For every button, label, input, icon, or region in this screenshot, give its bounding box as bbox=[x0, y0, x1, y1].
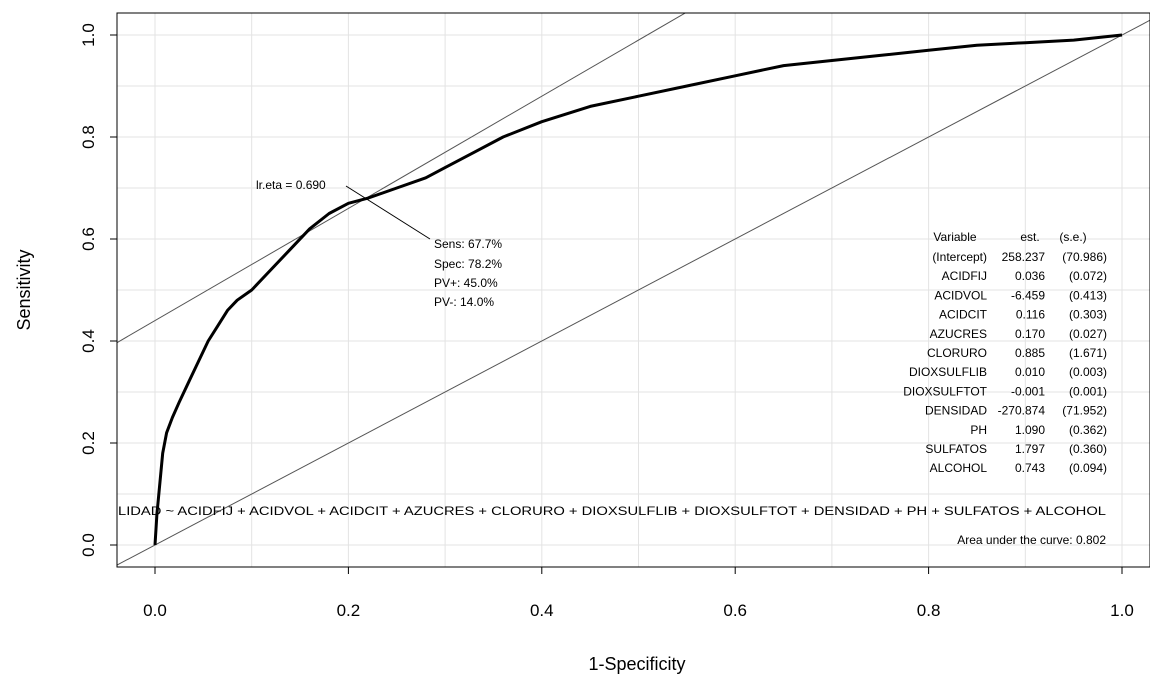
table-header-se: (s.e.) bbox=[1059, 230, 1086, 244]
table-header-variable: Variable bbox=[933, 230, 976, 244]
table-cell-se: (1.671) bbox=[1069, 346, 1107, 360]
table-cell-variable: AZUCRES bbox=[930, 327, 987, 341]
table-cell-se: (0.072) bbox=[1069, 269, 1107, 283]
table-cell-est: 0.116 bbox=[1016, 308, 1045, 322]
table-cell-est: -0.001 bbox=[1011, 384, 1045, 398]
table-cell-est: 1.797 bbox=[1015, 442, 1045, 456]
stat-ppv: PV+: 45.0% bbox=[434, 276, 498, 290]
table-cell-se: (0.001) bbox=[1069, 384, 1107, 398]
table-cell-est: 0.885 bbox=[1015, 346, 1045, 360]
table-cell-est: 0.036 bbox=[1015, 269, 1045, 283]
x-axis: 0.0 0.2 0.4 0.6 0.8 1.0 bbox=[143, 567, 1134, 620]
table-cell-variable: ACIDVOL bbox=[934, 288, 987, 302]
table-cell-variable: ACIDFIJ bbox=[942, 269, 987, 283]
table-cell-est: 258.237 bbox=[1002, 250, 1046, 264]
table-cell-est: 0.010 bbox=[1015, 365, 1045, 379]
table-cell-se: (0.003) bbox=[1069, 365, 1107, 379]
table-cell-se: (71.952) bbox=[1062, 404, 1107, 418]
table-cell-variable: (Intercept) bbox=[932, 250, 987, 264]
model-formula: LIDAD ~ ACIDFIJ + ACIDVOL + ACIDCIT + AZ… bbox=[118, 504, 1106, 518]
y-axis-title: Sensitivity bbox=[14, 249, 34, 330]
table-cell-variable: DIOXSULFTOT bbox=[903, 384, 987, 398]
model-coefficient-table: Variable est. (s.e.) (Intercept) 258.237 (70.… bbox=[903, 230, 1107, 475]
x-tick-label: 0.2 bbox=[337, 601, 361, 620]
y-tick-label: 0.0 bbox=[79, 533, 98, 557]
table-cell-est: 0.743 bbox=[1015, 461, 1045, 475]
diagonal-reference-line bbox=[117, 19, 1150, 566]
plot-frame bbox=[116, 12, 1150, 568]
x-tick-label: 0.8 bbox=[917, 601, 941, 620]
y-tick-label: 0.6 bbox=[79, 227, 98, 251]
roc-curve bbox=[153, 33, 1123, 546]
x-tick-label: 1.0 bbox=[1110, 601, 1134, 620]
stat-npv: PV-: 14.0% bbox=[434, 295, 494, 309]
table-cell-se: (0.360) bbox=[1069, 442, 1107, 456]
table-cell-variable: CLORURO bbox=[927, 346, 987, 360]
table-cell-se: (70.986) bbox=[1062, 250, 1107, 264]
table-cell-se: (0.303) bbox=[1069, 308, 1107, 322]
y-tick-label: 1.0 bbox=[79, 23, 98, 47]
table-cell-est: 0.170 bbox=[1015, 327, 1045, 341]
table-cell-est: 1.090 bbox=[1015, 423, 1045, 437]
table-cell-se: (0.362) bbox=[1069, 423, 1107, 437]
roc-curve-group bbox=[153, 33, 1123, 546]
reference-lines bbox=[117, 13, 1150, 566]
table-cell-se: (0.094) bbox=[1069, 461, 1107, 475]
table-cell-variable: SULFATOS bbox=[925, 442, 987, 456]
auc-label: Area under the curve: 0.802 bbox=[957, 533, 1106, 547]
stat-sens: Sens: 67.7% bbox=[434, 237, 502, 251]
x-tick-label: 0.0 bbox=[143, 601, 167, 620]
cutoff-label: lr.eta = 0.690 bbox=[256, 178, 326, 192]
y-axis: 0.0 0.2 0.4 0.6 0.8 1.0 bbox=[79, 23, 117, 557]
y-tick-label: 0.2 bbox=[79, 431, 98, 455]
cutoff-leader-line bbox=[345, 185, 431, 240]
y-tick-label: 0.4 bbox=[79, 329, 98, 353]
stat-spec: Spec: 78.2% bbox=[434, 257, 502, 271]
table-cell-se: (0.413) bbox=[1069, 288, 1107, 302]
table-cell-variable: ACIDCIT bbox=[939, 308, 988, 322]
table-cell-est: -6.459 bbox=[1011, 288, 1045, 302]
tangent-reference-line bbox=[117, 13, 687, 344]
x-tick-label: 0.6 bbox=[723, 601, 747, 620]
table-cell-variable: ALCOHOL bbox=[930, 461, 988, 475]
y-tick-label: 0.8 bbox=[79, 125, 98, 149]
table-cell-se: (0.027) bbox=[1069, 327, 1107, 341]
table-cell-variable: DENSIDAD bbox=[925, 404, 987, 418]
table-cell-variable: DIOXSULFLIB bbox=[909, 365, 987, 379]
x-axis-title: 1-Specificity bbox=[588, 654, 685, 674]
cutoff-annotation: lr.eta = 0.690 Sens: 67.7% Spec: 78.2% P… bbox=[256, 178, 502, 309]
table-cell-variable: PH bbox=[970, 423, 987, 437]
table-cell-est: -270.874 bbox=[998, 404, 1046, 418]
x-tick-label: 0.4 bbox=[530, 601, 554, 620]
table-header-est: est. bbox=[1020, 230, 1039, 244]
grid-lines bbox=[117, 13, 1150, 567]
